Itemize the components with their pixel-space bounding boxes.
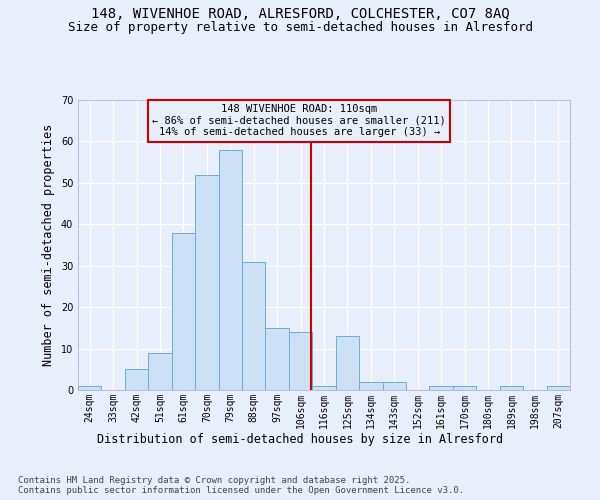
Text: 148, WIVENHOE ROAD, ALRESFORD, COLCHESTER, CO7 8AQ: 148, WIVENHOE ROAD, ALRESFORD, COLCHESTE…: [91, 8, 509, 22]
Bar: [336, 336, 359, 390]
Text: Size of property relative to semi-detached houses in Alresford: Size of property relative to semi-detach…: [67, 21, 533, 34]
Y-axis label: Number of semi-detached properties: Number of semi-detached properties: [42, 124, 55, 366]
Bar: [383, 382, 406, 390]
Bar: [218, 150, 242, 390]
Text: Contains HM Land Registry data © Crown copyright and database right 2025.
Contai: Contains HM Land Registry data © Crown c…: [18, 476, 464, 495]
Text: 148 WIVENHOE ROAD: 110sqm
← 86% of semi-detached houses are smaller (211)
14% of: 148 WIVENHOE ROAD: 110sqm ← 86% of semi-…: [152, 104, 446, 138]
Bar: [289, 332, 312, 390]
Bar: [125, 370, 148, 390]
Bar: [453, 386, 476, 390]
Text: Distribution of semi-detached houses by size in Alresford: Distribution of semi-detached houses by …: [97, 432, 503, 446]
Bar: [195, 174, 218, 390]
Bar: [265, 328, 289, 390]
Bar: [547, 386, 570, 390]
Bar: [359, 382, 383, 390]
Bar: [312, 386, 336, 390]
Bar: [148, 352, 172, 390]
Bar: [430, 386, 453, 390]
Bar: [172, 232, 195, 390]
Bar: [78, 386, 101, 390]
Bar: [500, 386, 523, 390]
Bar: [242, 262, 265, 390]
